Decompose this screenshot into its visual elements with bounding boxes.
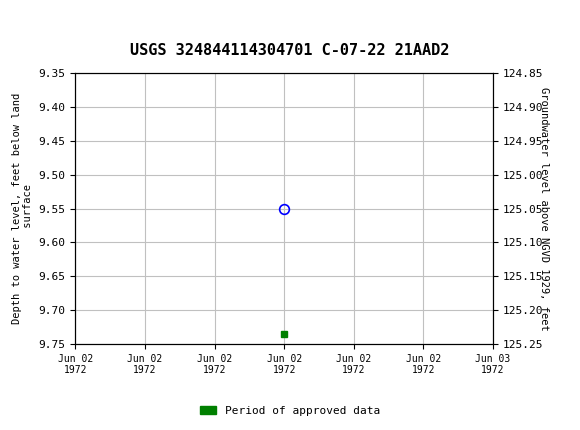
Y-axis label: Depth to water level, feet below land
 surface: Depth to water level, feet below land su… bbox=[12, 93, 33, 324]
Text: USGS 324844114304701 C-07-22 21AAD2: USGS 324844114304701 C-07-22 21AAD2 bbox=[130, 43, 450, 58]
Y-axis label: Groundwater level above NGVD 1929, feet: Groundwater level above NGVD 1929, feet bbox=[539, 87, 549, 330]
Legend: Period of approved data: Period of approved data bbox=[195, 401, 385, 420]
Text: ≡USGS: ≡USGS bbox=[23, 16, 90, 36]
